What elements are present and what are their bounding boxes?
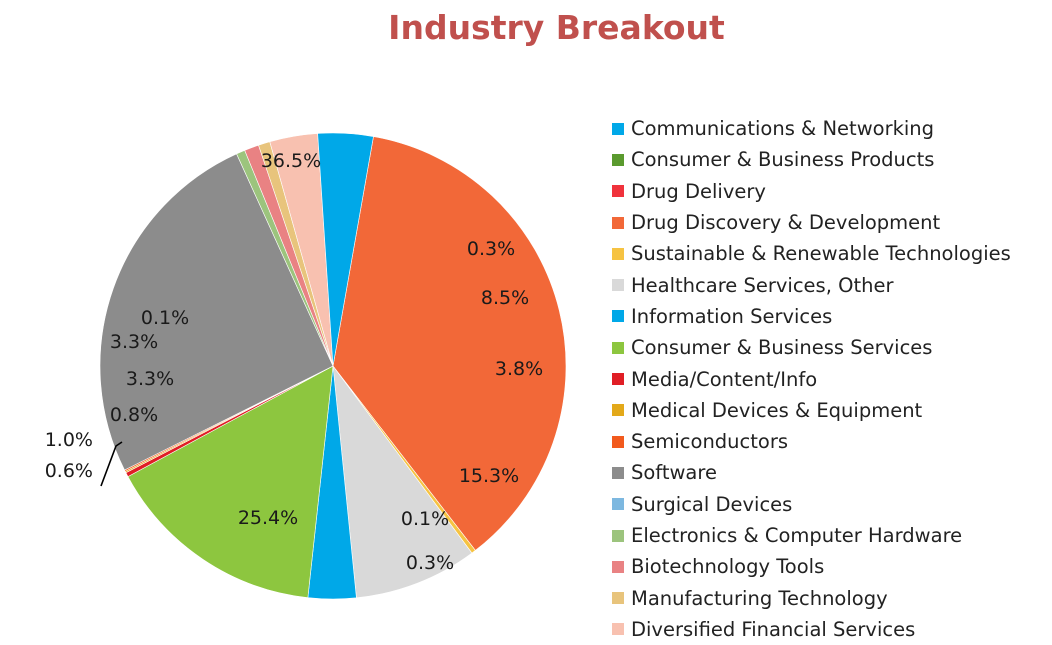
legend-label: Electronics & Computer Hardware [631,524,963,547]
legend-swatch [612,341,624,354]
legend-item-diversified-financial-services: Diversified Financial Services [612,614,1011,645]
legend-item-healthcare-services-other: Healthcare Services, Other [612,269,1011,300]
legend-item-biotechnology-tools: Biotechnology Tools [612,551,1011,582]
legend-swatch [612,435,624,448]
legend-swatch [612,404,624,417]
pie-labels: 3.8% 36.5% 0.3% 8.5% 3.3% 15.3% 0.3% 0.1% 0.1% 25… [45,150,543,574]
pie-slice-consumer-business-services [127,365,334,598]
legend-label: Semiconductors [631,430,789,454]
legend-item-sustainable-renewable-technologies: Sustainable & Renewable Technologies [612,238,1011,269]
chart-title: Industry Breakout [388,8,725,47]
legend-swatch [612,592,624,605]
data-label: 3.8% [495,358,543,380]
legend-item-medical-devices-equipment: Medical Devices & Equipment [612,395,1011,426]
legend-label: Drug Delivery [631,179,766,203]
legend-label: Consumer & Business Products [631,148,935,172]
legend-label: Biotechnology Tools [631,555,825,579]
legend-item-drug-delivery: Drug Delivery [612,176,1011,207]
legend-label: Communications & Networking [631,117,935,141]
legend-swatch [612,153,624,166]
legend-label: Consumer & Business Services [631,336,933,360]
legend-swatch [612,279,624,292]
legend-item-electronics-computer-hardware: Electronics & Computer Hardware [612,520,1011,551]
data-label: 0.8% [110,404,158,426]
legend-swatch [612,560,624,573]
legend-swatch [612,498,624,511]
legend-label: Surgical Devices [631,492,793,516]
data-label: 0.1% [141,307,189,329]
legend-label: Healthcare Services, Other [631,273,894,297]
legend-swatch [612,373,624,386]
legend-swatch [612,185,624,198]
data-label: 0.3% [467,238,515,260]
pie-slice-communications-networking [317,132,374,367]
legend-label: Media/Content/Info [631,367,818,391]
data-label: 25.4% [238,507,298,529]
data-label: 8.5% [481,287,529,309]
pie-slices [99,132,567,600]
legend-item-manufacturing-technology: Manufacturing Technology [612,582,1011,613]
legend-item-consumer-business-services: Consumer & Business Services [612,332,1011,363]
data-label: 15.3% [459,465,519,487]
legend-label: Information Services [631,304,833,328]
legend-item-information-services: Information Services [612,301,1011,332]
legend-swatch [612,310,624,323]
legend-swatch [612,247,624,260]
legend-item-semiconductors: Semiconductors [612,426,1011,457]
legend-swatch [612,216,624,229]
legend-label: Diversified Financial Services [631,617,916,641]
legend-item-surgical-devices: Surgical Devices [612,489,1011,520]
legend-swatch [612,122,624,135]
leader-line [100,441,123,487]
data-label: 0.3% [406,552,454,574]
legend: Communications & Networking Consumer & Bu… [612,113,1011,645]
legend-label: Manufacturing Technology [631,586,888,610]
legend-label: Drug Discovery & Development [631,211,941,235]
legend-label: Software [631,461,717,485]
leader-lines [100,441,123,487]
legend-swatch [612,623,624,636]
legend-item-software: Software [612,457,1011,488]
pie-slice-healthcare-services-other [332,364,473,599]
data-label: 1.0% [45,429,93,451]
data-label: 0.6% [45,460,93,482]
legend-item-media-content-info: Media/Content/Info [612,363,1011,394]
legend-item-communications-networking: Communications & Networking [612,113,1011,144]
pie-slice-software [99,153,334,471]
legend-swatch [612,529,624,542]
data-label: 3.3% [110,331,158,353]
legend-label: Sustainable & Renewable Technologies [631,242,1011,266]
data-label: 3.3% [126,368,174,390]
legend-swatch [612,466,624,479]
pie-slice-drug-discovery-development [332,136,567,551]
legend-item-drug-discovery-development: Drug Discovery & Development [612,207,1011,238]
legend-label: Medical Devices & Equipment [631,398,923,422]
data-label: 36.5% [261,150,321,172]
legend-item-consumer-business-products: Consumer & Business Products [612,144,1011,175]
data-label: 0.1% [401,508,449,530]
